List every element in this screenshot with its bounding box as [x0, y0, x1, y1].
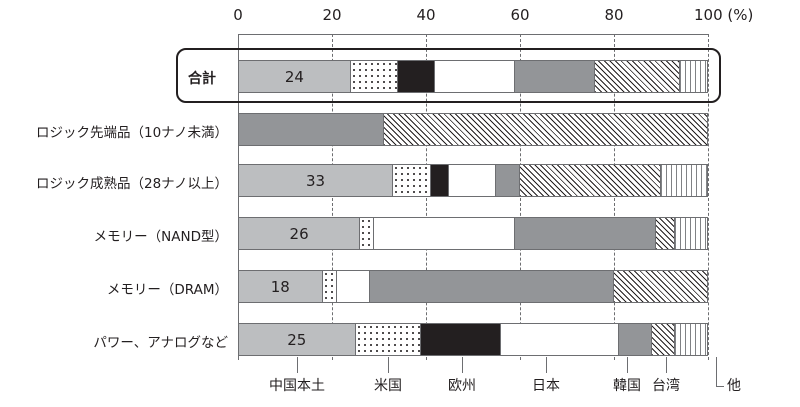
- bar-segment: 26: [238, 217, 361, 250]
- bar-segment: [397, 60, 436, 93]
- bar-segment: [618, 323, 652, 356]
- x-tick-label: 20: [322, 6, 342, 24]
- bar-segment: [430, 164, 450, 197]
- bar-segment: [350, 60, 398, 93]
- row-label: パワー、アナログなど: [93, 335, 228, 351]
- row-label: ロジック成熟品（28ナノ以上）: [35, 176, 228, 192]
- stacked-bar: [238, 113, 708, 146]
- x-tick-label: 0: [233, 6, 243, 24]
- bar-segment: 18: [238, 270, 323, 303]
- x-axis-line: [238, 34, 708, 35]
- legend-leader-line: [546, 357, 547, 373]
- bar-segment: [369, 270, 614, 303]
- legend-leader-line: [627, 357, 628, 373]
- bar-segment: [336, 270, 370, 303]
- legend-leader-line: [666, 357, 667, 373]
- legend-leader-line: [462, 357, 463, 373]
- bar-segment: [238, 113, 384, 146]
- bar-segment: 24: [238, 60, 351, 93]
- x-tick-label: 80: [604, 6, 624, 24]
- bar-segment: [435, 60, 516, 93]
- total-row-highlight-frame: [176, 48, 721, 103]
- bar-segment: 33: [238, 164, 394, 197]
- row-label: ロジック先端品（10ナノ未満）: [35, 125, 228, 141]
- legend-leader-line: [297, 357, 298, 373]
- legend-label: 韓国: [613, 378, 641, 394]
- y-axis-line: [238, 34, 239, 360]
- data-label: 18: [270, 277, 290, 296]
- legend-leader-line: [388, 357, 389, 373]
- stacked-bar: 18: [238, 270, 708, 303]
- gridline: [426, 34, 427, 360]
- bar-segment: [656, 217, 676, 250]
- bar-segment: [383, 113, 708, 146]
- legend-label: 台湾: [652, 378, 680, 394]
- bar-segment: [613, 270, 708, 303]
- legend-label: 中国本土: [269, 378, 325, 394]
- bar-segment: [322, 270, 337, 303]
- bar-segment: [360, 217, 375, 250]
- gridline: [614, 34, 615, 360]
- stacked-bar: 33: [238, 164, 708, 197]
- bar-segment: 25: [238, 323, 356, 356]
- bar-segment: [355, 323, 422, 356]
- bar-segment: [374, 217, 516, 250]
- bar-segment: [595, 60, 680, 93]
- row-label: メモリー（DRAM）: [106, 282, 228, 298]
- bar-segment: [515, 217, 657, 250]
- bar-segment: [651, 323, 676, 356]
- legend-leader-line: [716, 357, 717, 387]
- gridline: [520, 34, 521, 360]
- legend-label: 欧州: [448, 378, 476, 394]
- bar-segment: [519, 164, 661, 197]
- stacked-bar: 26: [238, 217, 708, 250]
- bar-segment: [675, 217, 708, 250]
- x-tick-label: 100 (%): [694, 6, 754, 24]
- bar-segment: [496, 164, 520, 197]
- bar-segment: [501, 323, 619, 356]
- bar-segment: [679, 60, 708, 93]
- data-label: 24: [284, 67, 304, 86]
- data-label: 25: [287, 330, 307, 349]
- bar-segment: [421, 323, 502, 356]
- legend-label: 米国: [374, 378, 402, 394]
- bar-segment: [515, 60, 596, 93]
- row-label: メモリー（NAND型）: [93, 229, 228, 245]
- bar-segment: [393, 164, 431, 197]
- data-label: 33: [306, 171, 326, 190]
- bar-segment: [675, 323, 708, 356]
- data-label: 26: [289, 224, 309, 243]
- gridline: [708, 34, 709, 360]
- legend-label: 日本: [532, 378, 560, 394]
- bar-segment: [449, 164, 497, 197]
- x-tick-label: 40: [416, 6, 436, 24]
- stacked-bar: 25: [238, 323, 708, 356]
- legend-leader-line: [716, 386, 724, 387]
- row-label: 合計: [188, 71, 216, 87]
- x-tick-label: 60: [510, 6, 530, 24]
- bar-segment: [660, 164, 708, 197]
- legend-label: 他: [727, 378, 741, 394]
- stacked-bar: 24: [238, 60, 708, 93]
- gridline: [332, 34, 333, 360]
